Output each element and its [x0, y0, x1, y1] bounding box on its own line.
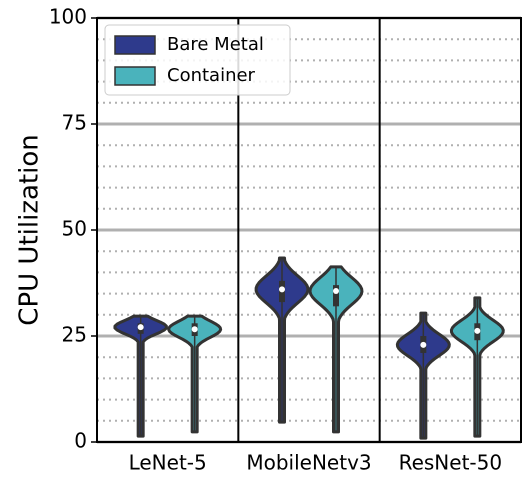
legend-label: Container [167, 65, 256, 86]
y-tick-label: 100 [49, 5, 87, 29]
median-dot [191, 326, 198, 333]
legend: Bare Metal Container [104, 24, 291, 96]
plot-frame [96, 17, 522, 443]
y-tick-label: 75 [62, 111, 87, 135]
y-tick-label: 25 [62, 323, 87, 347]
median-dot [137, 324, 144, 331]
y-axis-label: CPU Utilization [15, 134, 45, 325]
legend-swatch [114, 66, 156, 86]
x-tick-label: ResNet-50 [399, 451, 503, 475]
x-tick-label: MobileNetv3 [246, 451, 371, 475]
median-dot [333, 288, 339, 295]
legend-label: Bare Metal [167, 34, 264, 55]
y-tick-label: 50 [62, 217, 87, 241]
legend-swatch [114, 35, 156, 55]
median-dot [420, 341, 427, 348]
median-dot [474, 327, 481, 334]
median-dot [279, 286, 285, 293]
y-tick-label: 0 [74, 429, 87, 453]
x-tick-label: LeNet-5 [129, 451, 207, 475]
